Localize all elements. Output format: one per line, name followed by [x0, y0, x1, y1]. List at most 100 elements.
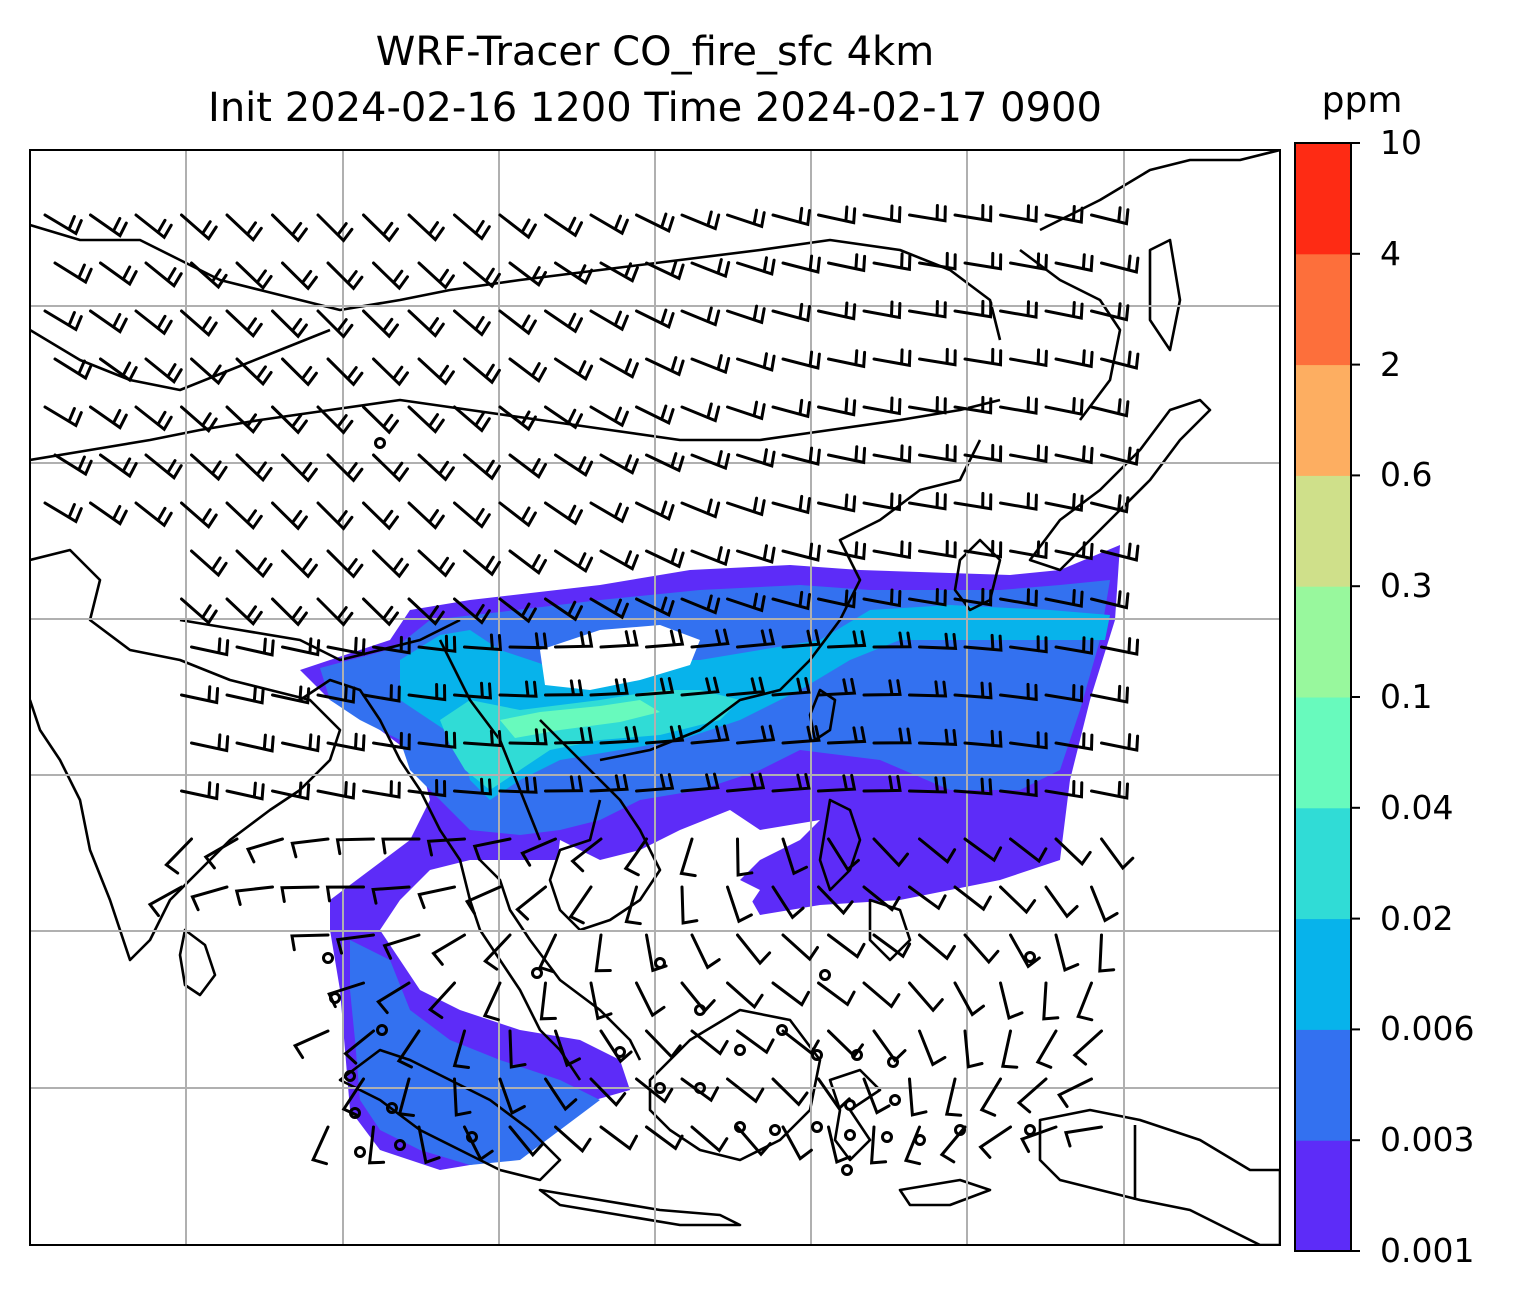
wind-barb: [376, 981, 411, 1015]
wind-barb: [817, 493, 857, 513]
wind-barb: [417, 730, 457, 749]
wind-barb: [372, 453, 409, 483]
plume-band-004: [500, 700, 660, 738]
wind-barb: [453, 501, 491, 529]
wind-barb: [736, 628, 776, 649]
wind-barb: [827, 541, 867, 561]
wind-barb: [736, 256, 776, 276]
wind-barb: [290, 933, 330, 952]
wind-barb: [407, 213, 445, 242]
wind-barb: [817, 885, 854, 916]
colorbar-tick-label: 2: [1380, 344, 1401, 384]
wind-barb: [281, 261, 318, 291]
wind-barb: [953, 981, 985, 1017]
wind-barb: [234, 885, 274, 906]
wind-barb: [872, 348, 912, 368]
wind-barb: [953, 885, 992, 912]
wind-barb: [726, 885, 753, 924]
wind-barb: [771, 773, 811, 793]
wind-barb: [645, 1029, 682, 1060]
wind-barb: [999, 204, 1038, 223]
wind-barb: [281, 453, 318, 483]
wind-barb: [1090, 206, 1130, 226]
wind-barb: [225, 213, 263, 242]
wind-barb: [862, 981, 901, 1009]
wind-barb: [963, 347, 1003, 367]
wind-barb: [1044, 397, 1084, 416]
wind-barb: [726, 496, 766, 517]
wind-barb: [271, 309, 308, 339]
wind-barb: [271, 597, 308, 627]
border-inland-3: [179, 618, 461, 662]
wind-barb: [908, 492, 947, 511]
wind-barb: [427, 981, 456, 1019]
coast-japan: [1028, 398, 1212, 572]
wind-barb: [1009, 933, 1041, 969]
wind-barb: [872, 540, 912, 560]
wind-barb: [271, 781, 311, 801]
wind-barb: [180, 213, 218, 241]
wind-barb: [1076, 981, 1094, 1022]
wind-barb: [463, 261, 501, 289]
wind-barb: [508, 728, 548, 746]
wind-barbs: [43, 203, 1140, 1176]
wind-barb: [862, 1077, 891, 1115]
wind-barb: [918, 933, 956, 961]
wind-barb: [544, 775, 584, 793]
wind-barb: [680, 885, 699, 925]
wind-barb: [515, 885, 547, 921]
wind-barb: [53, 357, 93, 381]
wind-barb: [225, 597, 263, 626]
wind-barb: [827, 726, 867, 745]
wind-barb: [463, 1125, 494, 1162]
wind-barb: [1100, 637, 1140, 656]
calm-wind-marker: [844, 1129, 856, 1141]
wind-barb: [635, 404, 675, 426]
wind-barb: [316, 501, 354, 531]
wind-barb: [225, 309, 263, 338]
wind-barb: [134, 309, 173, 336]
wind-barb: [190, 357, 228, 386]
wind-barb: [271, 685, 311, 705]
wind-barb: [53, 453, 93, 477]
wind-barb: [680, 676, 720, 697]
wind-barb: [726, 981, 764, 1010]
wind-barb: [680, 210, 721, 231]
wind-barb: [999, 492, 1038, 511]
wind-barb: [690, 258, 731, 279]
calm-wind-marker: [344, 1070, 356, 1082]
wind-barb: [371, 885, 411, 905]
wind-barb: [736, 1029, 775, 1055]
wind-barb: [372, 731, 411, 751]
wind-barb: [680, 498, 721, 519]
wind-barb: [781, 629, 821, 649]
wind-barb: [771, 1077, 809, 1107]
wind-barb: [635, 500, 675, 522]
wind-barb: [635, 212, 675, 234]
colorbar-tick-label: 0.001: [1380, 1231, 1475, 1270]
colorbar-segment: [1295, 1029, 1351, 1141]
wind-barb: [589, 1077, 627, 1107]
wind-barb: [498, 309, 537, 336]
wind-barb: [680, 772, 720, 793]
wind-barb: [918, 251, 957, 271]
wind-barb: [89, 405, 128, 430]
wind-barb: [781, 446, 821, 466]
wind-barb: [453, 777, 493, 796]
wind-barb: [635, 1077, 674, 1104]
wind-barb: [771, 302, 811, 323]
wind-barb: [281, 733, 321, 753]
wind-barb: [1100, 542, 1140, 562]
plot-title-line2: Init 2024-02-16 1200 Time 2024-02-17 090…: [208, 85, 1102, 131]
wind-barb: [817, 397, 857, 417]
wind-barb: [827, 933, 866, 959]
wind-barb: [235, 733, 275, 753]
colorbar-segment: [1295, 253, 1351, 366]
calm-wind-marker: [881, 1131, 893, 1143]
wind-barb: [771, 885, 805, 920]
colorbar-segment: [1295, 1140, 1351, 1252]
coast-philippines: [818, 798, 912, 962]
wind-barb: [781, 837, 808, 876]
wind-barb: [1000, 1029, 1019, 1069]
wind-barb: [827, 837, 860, 872]
